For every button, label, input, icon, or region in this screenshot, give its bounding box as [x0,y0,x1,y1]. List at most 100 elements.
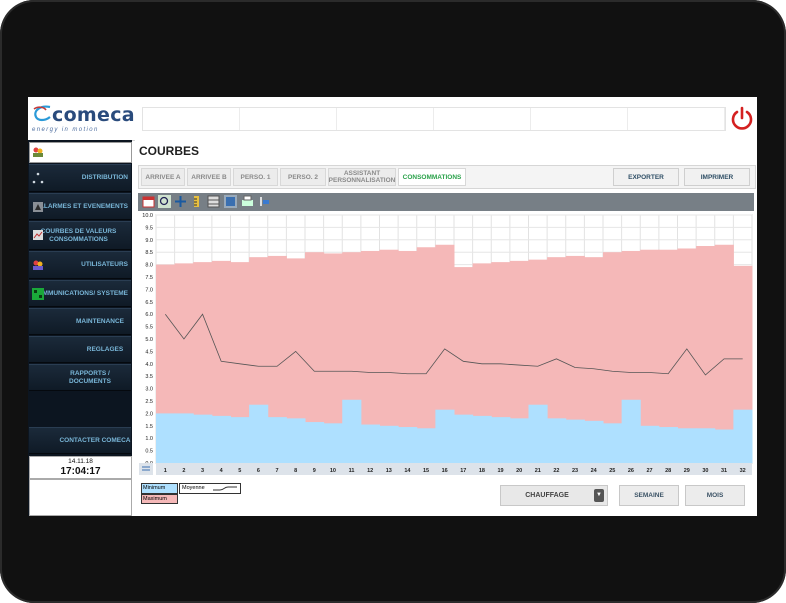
max-step [379,249,399,463]
min-step [286,418,306,463]
y-tick-label: 9.0 [145,238,153,244]
x-tick-label: 27 [647,468,653,474]
min-step [584,420,604,463]
y-tick-label: 4.5 [145,349,153,355]
max-step [286,258,306,463]
y-tick-label: 5.5 [145,325,153,331]
x-tick-label: 15 [423,468,429,474]
sidebar-item-rapports[interactable]: RAPPORTS / DOCUMENTS [29,364,131,391]
sidebar-item-alarmes[interactable]: ALARMES ET EVENEMENTS [29,193,131,220]
sidebar-item-label: RAPPORTS / DOCUMENTS [69,369,111,385]
min-step [733,409,753,463]
week-button[interactable]: SEMAINE [619,485,679,506]
x-tick-label: 32 [740,468,746,474]
min-step [640,425,660,463]
tab-perso-1[interactable]: PERSO. 1 [233,168,278,186]
table-icon[interactable] [207,195,220,208]
print-icon[interactable] [241,195,254,208]
x-tick-label: 7 [276,468,279,474]
max-step [230,262,250,463]
max-step [454,267,474,463]
ruler-icon[interactable] [190,195,203,208]
sidebar-item-utilisateurs[interactable]: UTILISATEURS [29,251,131,279]
status-slot [434,108,531,130]
x-tick-label: 1 [164,468,167,474]
tab-arrivee-b[interactable]: ARRIVEE B [187,168,231,186]
current-user-box[interactable] [29,142,132,163]
sidebar-item-contact[interactable]: CONTACTER COMECA [29,427,131,454]
users-icon [33,147,43,157]
zoom-icon[interactable] [158,195,171,208]
max-step [603,252,623,463]
x-tick-label: 24 [591,468,598,474]
min-step [621,399,641,463]
min-step [491,417,511,463]
pan-icon[interactable] [174,195,187,208]
max-step [398,250,418,463]
max-step [658,249,678,463]
chevron-down-icon[interactable]: ▼ [594,489,604,502]
min-step [305,422,325,463]
max-step [584,257,604,463]
x-tick-label: 25 [609,468,615,474]
consumption-chart[interactable]: 0.00.51.01.52.02.53.03.54.04.55.05.56.06… [138,211,754,477]
alarm-icon [33,202,43,212]
x-tick-label: 10 [330,468,336,474]
min-step [174,413,194,463]
min-step [342,399,362,463]
tab-arrivee-a[interactable]: ARRIVEE A [141,168,185,186]
x-tick-label: 6 [257,468,260,474]
x-tick-label: 30 [702,468,708,474]
brand-tagline: energy in motion [32,127,99,133]
main-panel: COURBES ARRIVEE A ARRIVEE B PERSO. 1 PER… [135,140,757,516]
distribution-icon [32,172,44,184]
status-slot [337,108,434,130]
sidebar-item-courbes[interactable]: COURBES DE VALEURS CONSOMMATIONS [29,221,131,250]
grid-icon[interactable] [224,195,237,208]
y-tick-label: 1.5 [145,424,153,430]
sidebar-item-communications[interactable]: COMMUNICATIONS/ SYSTEME [29,280,131,307]
min-step [714,429,734,463]
comeca-logo[interactable]: comeca energy in motion [30,100,135,136]
min-step [416,428,436,463]
mode-select[interactable]: CHAUFFAGE ▼ [500,485,608,506]
page-title: COURBES [139,144,200,158]
min-step [267,417,287,463]
info-panel [29,479,132,516]
current-time: 17:04:17 [60,466,101,477]
print-button[interactable]: IMPRIMER [684,168,750,186]
y-tick-label: 10.0 [142,213,153,219]
y-tick-label: 1.0 [145,436,153,442]
calendar-icon[interactable] [142,195,155,208]
max-step [360,250,380,463]
datetime-display: 14.11.18 17:04:17 [29,456,132,479]
x-tick-label: 17 [460,468,466,474]
legend-average-label: Moyenne [182,485,205,491]
max-step [547,257,567,463]
tab-perso-2[interactable]: PERSO. 2 [280,168,326,186]
sidebar-item-label: UTILISATEURS [81,261,128,268]
settings-icon[interactable] [258,195,271,208]
x-tick-label: 5 [238,468,241,474]
x-tick-label: 9 [313,468,316,474]
tab-consommations[interactable]: CONSOMMATIONS [398,168,466,186]
chart-toolbar [138,193,754,211]
power-icon[interactable] [730,105,754,131]
sidebar-item-maintenance[interactable]: MAINTENANCE [29,308,131,335]
month-button[interactable]: MOIS [685,485,745,506]
sidebar-item-reglages[interactable]: REGLAGES [29,336,131,363]
tab-assistant-personnalisation[interactable]: ASSISTANT PERSONNALISATION [328,168,396,186]
max-step [305,252,325,463]
sidebar-item-distribution[interactable]: DISTRIBUTION [29,164,131,192]
max-step [565,255,585,463]
x-tick-label: 12 [367,468,373,474]
y-tick-label: 5.0 [145,337,153,343]
sidebar-item-label: COMMUNICATIONS/ SYSTEME [32,289,128,297]
x-tick-label: 3 [201,468,204,474]
legend-maximum: Maximum [141,494,178,504]
x-tick-label: 21 [535,468,541,474]
x-tick-label: 19 [498,468,504,474]
x-tick-label: 16 [442,468,448,474]
export-button[interactable]: EXPORTER [613,168,679,186]
